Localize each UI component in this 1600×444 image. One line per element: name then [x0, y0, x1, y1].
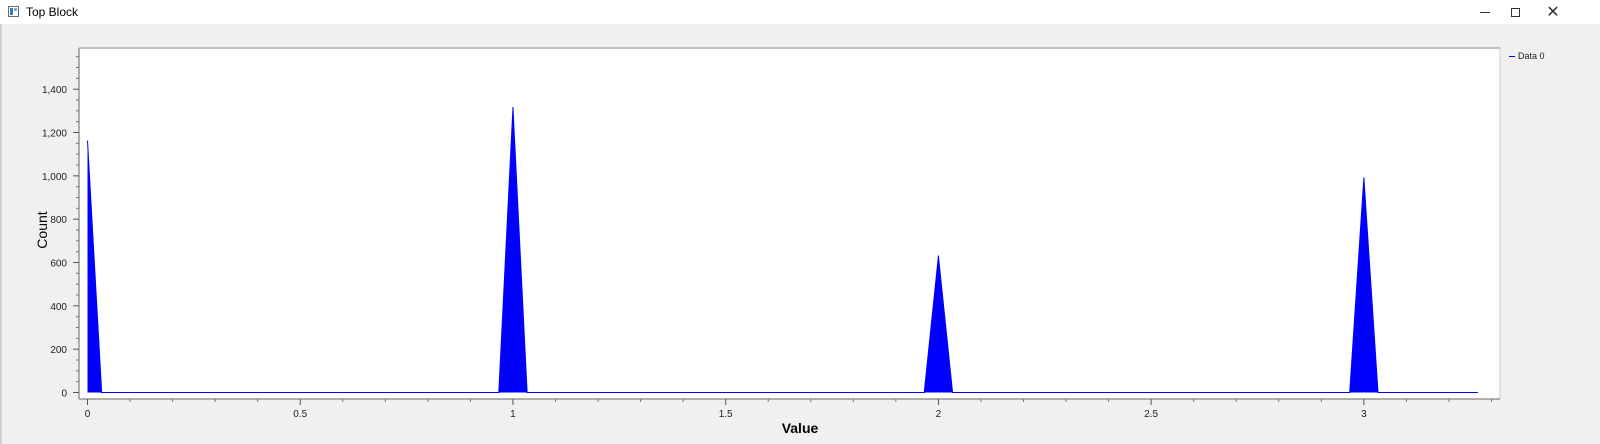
x-tick-label: 0 — [85, 409, 91, 420]
plot-area — [79, 48, 1500, 399]
data-point — [923, 391, 925, 394]
x-tick-label: 2 — [936, 409, 942, 420]
y-tick-label: 400 — [50, 302, 67, 313]
x-tick-label: 2.5 — [1144, 409, 1158, 420]
maximize-button[interactable] — [1492, 0, 1538, 24]
legend-label: Data 0 — [1518, 51, 1545, 61]
maximize-icon — [1510, 7, 1520, 17]
data-point — [937, 255, 940, 257]
x-tick-label: 1.5 — [719, 409, 733, 420]
title-bar[interactable]: Top Block ✕ — [0, 0, 1600, 24]
data-point — [512, 106, 514, 109]
data-point — [1476, 391, 1478, 394]
x-axis-label: Value — [781, 420, 819, 436]
legend-swatch — [1509, 55, 1515, 57]
data-point — [951, 391, 954, 394]
y-axis-label: Count — [34, 211, 50, 249]
app-icon — [8, 6, 19, 17]
data-point — [1349, 391, 1351, 394]
legend: Data 0 — [1509, 51, 1545, 61]
close-icon: ✕ — [1546, 2, 1560, 21]
y-tick-label: 1,400 — [42, 85, 67, 96]
data-point — [526, 391, 528, 394]
window-border — [0, 24, 2, 444]
data-point — [101, 391, 103, 394]
y-tick-label: 0 — [61, 389, 67, 400]
y-tick-label: 800 — [50, 215, 67, 226]
data-point — [1377, 391, 1379, 394]
close-button[interactable]: ✕ — [1530, 0, 1576, 24]
y-tick-label: 1,200 — [42, 129, 67, 140]
series-line — [87, 107, 1478, 393]
data-point — [86, 140, 89, 142]
minimize-icon — [1480, 11, 1490, 13]
x-tick-label: 0.5 — [293, 409, 307, 420]
y-tick-label: 600 — [50, 259, 67, 270]
x-tick-label: 1 — [510, 409, 516, 420]
data-point — [498, 391, 500, 394]
x-tick-label: 3 — [1361, 409, 1367, 420]
window-title: Top Block — [26, 5, 79, 19]
data-point — [1363, 177, 1365, 179]
minimize-button[interactable] — [1462, 0, 1508, 24]
y-tick-label: 1,000 — [42, 172, 67, 183]
y-tick-label: 200 — [50, 345, 67, 356]
